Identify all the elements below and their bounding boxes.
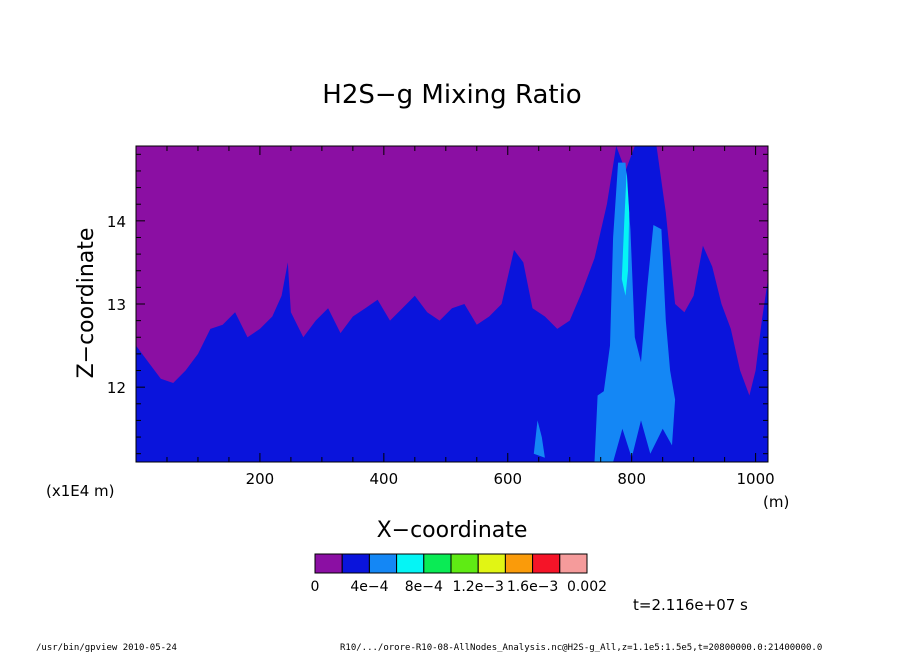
colorbar-label: 0 [311,579,320,595]
footer-right: R10/.../orore-R10-08-AllNodes_Analysis.n… [340,643,822,653]
plot-area [135,145,769,463]
footer-left: /usr/bin/gpview 2010-05-24 [36,643,177,653]
time-label: t=2.116e+07 s [633,596,748,614]
colorbar-swatch [314,553,343,574]
x-tick-label: 600 [493,470,522,488]
y-axis-title: Z−coordinate [74,228,99,379]
colorbar [314,553,588,574]
colorbar-swatch [423,553,452,574]
level-2-region [533,420,545,458]
y-tick-label: 12 [107,379,126,397]
colorbar-label: 0.002 [567,579,607,595]
colorbar-swatch [532,553,561,574]
y-tick-label: 14 [107,213,126,231]
colorbar-swatch [559,553,588,574]
colorbar-swatch [504,553,534,574]
x-axis-title: X−coordinate [377,518,528,543]
colorbar-label: 1.2e−3 [452,579,504,595]
x-axis: 200 400 600 800 1000 [166,146,775,488]
colorbar-labels: 0 4e−4 8e−4 1.2e−3 1.6e−3 0.002 [311,579,608,595]
colorbar-label: 1.6e−3 [507,579,559,595]
x-tick-label: 800 [617,470,646,488]
colorbar-swatch [368,553,398,574]
y-axis: 12 13 14 [107,153,768,455]
colorbar-swatch [450,553,479,574]
x-tick-label: 200 [246,470,275,488]
x-tick-label: 1000 [737,470,775,488]
x-unit-label: (m) [763,493,789,511]
y-scale-label: (x1E4 m) [46,482,115,500]
level-2-region [594,162,676,462]
colorbar-swatch [396,553,425,574]
colorbar-label: 8e−4 [405,579,443,595]
chart-title: H2S−g Mixing Ratio [322,80,581,110]
level-3-region [621,170,630,296]
colorbar-swatch [341,553,370,574]
y-tick-label: 13 [107,296,126,314]
colorbar-label: 4e−4 [350,579,388,595]
colorbar-swatch [477,553,506,574]
x-tick-label: 400 [370,470,399,488]
